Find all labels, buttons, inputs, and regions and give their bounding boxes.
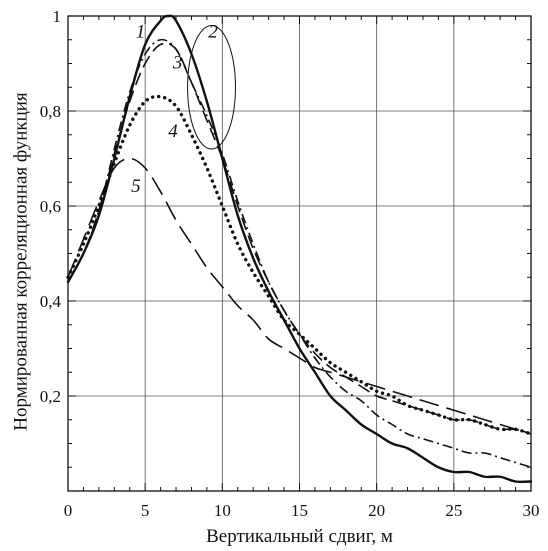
series-line-5: [67, 157, 532, 435]
y-axis-title: Нормированная корреляционная функция: [10, 92, 31, 431]
tick-layer: 0 5 10 15 20 25 300,20,40,60,81: [40, 7, 540, 520]
highlight-circle: [187, 25, 236, 150]
y-tick-label: 0,6: [40, 197, 61, 216]
y-tick-label: 1: [53, 7, 62, 26]
x-tick-label: 5: [141, 501, 150, 520]
curve-label-layer: 1 2 3 4 5: [131, 21, 218, 196]
y-tick-label: 0,2: [40, 387, 61, 406]
series-line-2: [67, 42, 532, 435]
curve-label-3: 3: [172, 52, 183, 73]
series-line-4: [66, 94, 533, 436]
x-tick-label: 0: [64, 501, 73, 520]
x-tick-label: 30: [523, 501, 540, 520]
x-tick-label: 25: [445, 501, 462, 520]
series-layer: [66, 14, 533, 484]
annotation-layer: [187, 25, 236, 150]
curve-label-1: 1: [136, 21, 146, 42]
curve-label-2: 2: [208, 21, 218, 42]
series-line-1: [66, 14, 533, 484]
x-tick-label: 10: [214, 501, 231, 520]
curve-label-4: 4: [168, 121, 178, 142]
grid: [68, 16, 531, 491]
y-tick-label: 0,8: [40, 102, 61, 121]
y-tick-label: 0,4: [40, 292, 62, 311]
x-tick-label: 20: [368, 501, 385, 520]
series-line-3: [67, 38, 532, 469]
x-axis-title: Вертикальный сдвиг, м: [206, 526, 393, 547]
curve-label-5: 5: [131, 176, 141, 197]
x-tick-label: 15: [291, 501, 308, 520]
